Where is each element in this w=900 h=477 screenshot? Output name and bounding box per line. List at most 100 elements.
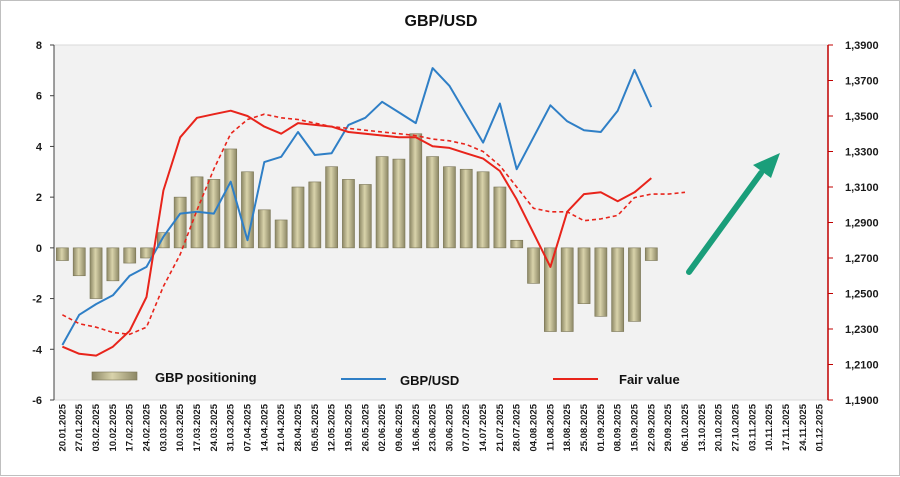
positioning-bar: [325, 166, 338, 249]
x-axis-tick-label: 19.05.2025: [343, 403, 354, 451]
x-axis-tick-label: 15.09.2025: [630, 403, 641, 451]
x-axis-tick-label: 28.04.2025: [293, 403, 304, 451]
x-axis-tick-label: 31.03.2025: [226, 403, 237, 451]
positioning-bar: [527, 247, 540, 284]
left-axis-tick-label: -2: [32, 294, 42, 306]
positioning-bar: [443, 166, 456, 249]
x-axis-tick-label: 02.06.2025: [377, 403, 388, 451]
x-axis-tick-label: 28.07.2025: [512, 403, 523, 451]
x-axis-tick-label: 12.05.2025: [327, 403, 338, 451]
left-axis-tick-label: 6: [36, 91, 42, 103]
x-axis-tick-label: 18.08.2025: [562, 403, 573, 451]
left-axis-tick-label: -6: [32, 395, 42, 407]
x-axis-tick-label: 24.02.2025: [142, 403, 153, 451]
x-axis-tick-label: 13.10.2025: [697, 403, 708, 451]
fair-value-forecast-line: [62, 113, 686, 336]
right-axis-tick-label: 1,3300: [845, 147, 879, 159]
positioning-bar: [577, 247, 591, 304]
fair-value-line: [62, 109, 652, 357]
positioning-bar: [56, 247, 69, 261]
legend-swatch-positioning: [91, 371, 138, 381]
positioning-bar: [409, 133, 423, 249]
right-axis-tick-label: 1,1900: [845, 395, 879, 407]
positioning-bar: [224, 148, 238, 249]
x-axis-tick-label: 03.03.2025: [158, 403, 169, 451]
positioning-bar: [89, 247, 103, 299]
positioning-bar: [476, 171, 490, 249]
x-axis-tick-label: 03.11.2025: [747, 403, 758, 451]
x-axis-tick-label: 17.11.2025: [781, 403, 792, 451]
right-axis-tick-label: 1,3500: [845, 111, 879, 123]
x-axis-tick-label: 05.05.2025: [310, 403, 321, 451]
gbpusd-line: [61, 67, 653, 346]
positioning-bar: [308, 181, 322, 249]
x-axis-tick-label: 25.08.2025: [579, 403, 590, 451]
up-trend-arrow: [686, 153, 780, 275]
x-axis-tick-label: 14.04.2025: [259, 403, 270, 451]
positioning-bar: [106, 247, 120, 282]
up-trend-arrow-head: [753, 153, 780, 178]
positioning-bar: [628, 247, 641, 322]
x-axis-tick-label: 23.06.2025: [428, 403, 439, 451]
right-axis-tick-label: 1,2700: [845, 253, 879, 265]
x-axis-tick-label: 20.10.2025: [714, 403, 725, 451]
left-axis-tick-label: -4: [32, 344, 43, 356]
x-axis-tick-label: 01.12.2025: [815, 403, 826, 451]
chart-title: GBP/USD: [405, 13, 478, 30]
x-axis-tick-label: 08.09.2025: [613, 403, 624, 451]
positioning-bar: [342, 179, 355, 249]
positioning-bar: [123, 247, 137, 264]
positioning-bar: [140, 247, 153, 259]
positioning-bar: [72, 247, 86, 277]
x-axis-tick-label: 29.09.2025: [663, 403, 674, 451]
positioning-bar: [426, 156, 439, 249]
plot-area: [53, 44, 829, 401]
left-axis-ticks: -6 -4 -2 0 2 4 6 8: [32, 40, 54, 407]
positioning-bar: [291, 186, 305, 249]
x-axis-tick-label: 14.07.2025: [478, 403, 489, 451]
x-axis-tick-label: 30.06.2025: [444, 403, 455, 451]
positioning-bar: [358, 184, 372, 249]
right-axis-tick-label: 1,2500: [845, 289, 879, 301]
positioning-bar: [560, 247, 574, 332]
right-axis-ticks: 1,1900 1,2100 1,2300 1,2500 1,2700 1,2900 1,31…: [828, 40, 879, 407]
right-axis-tick-label: 1,2300: [845, 324, 879, 336]
positioning-bar: [510, 239, 524, 249]
legend-label-fair-value: Fair value: [619, 372, 680, 387]
x-axis-tick-label: 03.02.2025: [91, 403, 102, 451]
positioning-bar: [644, 247, 658, 261]
x-axis-tick-label: 21.04.2025: [276, 403, 287, 451]
x-axis-ticks: 20.01.2025 27.01.2025 03.02.2025 10.02.2025…: [57, 403, 825, 451]
x-axis-tick-label: 21.07.2025: [495, 403, 506, 451]
x-axis-tick-label: 17.02.2025: [125, 403, 136, 451]
up-trend-arrow-shaft: [686, 170, 764, 275]
x-axis-tick-label: 20.01.2025: [57, 403, 68, 451]
x-axis-tick-label: 26.05.2025: [360, 403, 371, 451]
left-axis-tick-label: 2: [36, 192, 42, 204]
right-axis-tick-label: 1,2100: [845, 360, 879, 372]
x-axis-tick-label: 27.10.2025: [730, 403, 741, 451]
x-axis-tick-label: 01.09.2025: [596, 403, 607, 451]
right-axis-tick-label: 1,3700: [845, 76, 879, 88]
right-axis-tick-label: 1,3100: [845, 182, 879, 194]
x-axis-tick-label: 22.09.2025: [646, 403, 657, 451]
positioning-bar: [375, 156, 389, 249]
legend-label-gbpusd: GBP/USD: [400, 373, 459, 388]
positioning-bar: [274, 219, 288, 249]
left-axis-tick-label: 8: [36, 40, 42, 52]
positioning-bar: [544, 247, 557, 332]
x-axis-tick-label: 09.06.2025: [394, 403, 405, 451]
positioning-bar: [611, 247, 625, 332]
right-axis-tick-label: 1,3900: [845, 40, 879, 52]
x-axis-tick-label: 10.11.2025: [764, 403, 775, 451]
right-axis-tick-label: 1,2900: [845, 218, 879, 230]
positioning-bar: [594, 247, 608, 317]
x-axis-tick-label: 04.08.2025: [529, 403, 540, 451]
x-axis-tick-label: 07.04.2025: [243, 403, 254, 451]
x-axis-tick-label: 07.07.2025: [461, 403, 472, 451]
positioning-bar: [173, 196, 187, 249]
legend-label-positioning: GBP positioning: [155, 370, 257, 385]
left-axis-tick-label: 0: [36, 243, 42, 255]
line-series: [61, 67, 686, 357]
